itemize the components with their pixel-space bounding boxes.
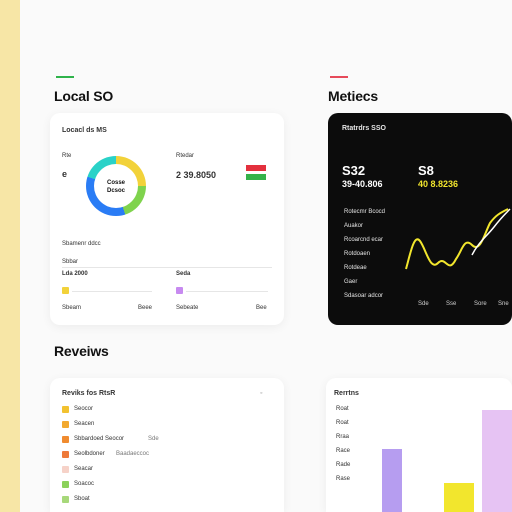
reviews-title: Reveiws	[54, 343, 109, 359]
y-label-5: Rade	[336, 462, 351, 468]
foot-right-b: Bee	[256, 305, 267, 311]
foot-right-a: Sebeate	[176, 305, 199, 311]
bar-3	[444, 483, 474, 512]
metrics-card-title: Rerrtns	[334, 390, 359, 397]
more-icon[interactable]: ◦	[260, 390, 263, 397]
review-swatch-7	[62, 496, 69, 503]
review-label-2[interactable]: Seacen	[74, 421, 95, 427]
yellow-line-chart	[405, 208, 511, 270]
y-label-1: Roat	[336, 406, 349, 412]
metrics-title: Metiecs	[328, 88, 378, 104]
donut-label-line2: Dcsoc	[106, 188, 125, 194]
trend-badge	[246, 165, 266, 183]
bar-4	[482, 410, 512, 512]
y-label-3: Rraa	[336, 434, 350, 440]
y-label-4: Race	[336, 448, 351, 454]
dark-value-b: S8	[418, 163, 434, 178]
stat-right-line	[186, 291, 268, 292]
review-extra-3: Sde	[148, 436, 159, 442]
dark-label-7: Sdasoar adcor	[344, 293, 384, 299]
local-seo-title: Local SO	[54, 88, 114, 104]
divider	[62, 267, 272, 268]
review-swatch-6	[62, 481, 69, 488]
review-label-3[interactable]: Sbbardoed Seocor	[74, 436, 125, 442]
local-left-value: e	[62, 169, 68, 179]
left-accent-strip	[0, 0, 20, 512]
y-label-6: Rase	[336, 476, 351, 482]
dark-label-2: Auakor	[344, 223, 364, 229]
dark-label-5: Rotdeae	[344, 265, 367, 271]
bar-area	[366, 410, 512, 512]
local-left-label: Rte	[62, 153, 72, 159]
stat-left-swatch	[62, 287, 69, 294]
local-row-header: Sbbar	[62, 259, 79, 265]
stat-right-label: Seda	[176, 271, 191, 277]
red-accent	[330, 76, 348, 78]
trend-badge-up	[246, 174, 266, 180]
dark-axis-4: Sne	[498, 301, 509, 307]
dark-label-4: Rotdoaen	[344, 251, 371, 257]
local-right-value: 2 39.8050	[176, 170, 217, 180]
review-label-6[interactable]: Soacoc	[74, 481, 95, 487]
review-swatch-5	[62, 466, 69, 473]
dark-value-b-sub: 40 8.8236	[418, 179, 459, 189]
y-label-2: Roat	[336, 420, 349, 426]
donut-label-line1: Cosse	[106, 180, 125, 186]
dark-card-title: Rtatrdrs SSO	[342, 125, 386, 132]
stat-left-label: Lda 2000	[62, 271, 88, 277]
review-swatch-4	[62, 451, 69, 458]
dark-label-6: Gaer	[344, 279, 358, 285]
foot-left-b: Beee	[138, 305, 153, 311]
green-accent	[56, 76, 74, 78]
dark-axis-2: Sse	[446, 301, 457, 307]
local-right-label: Rtedar	[176, 153, 195, 159]
donut-chart	[86, 156, 146, 216]
reviews-card-title: Reviks fos RtsR	[62, 390, 116, 397]
dark-axis-1: Sde	[418, 301, 429, 307]
bar-1	[382, 448, 402, 512]
review-label-5[interactable]: Seacar	[74, 466, 94, 472]
dark-label-1: Rotecmr Bcocd	[344, 209, 386, 215]
review-swatch-2	[62, 421, 69, 428]
metrics-chart-card[interactable]: Rerrtns Roat Roat Rraa Race Rade Rase	[326, 378, 512, 512]
stat-left-line	[72, 291, 152, 292]
dark-value-a-sub: 39-40.806	[342, 179, 383, 189]
dark-value-a: S32	[342, 163, 366, 178]
review-swatch-3	[62, 436, 69, 443]
white-line	[471, 208, 511, 256]
dark-label-3: Rcoarcnd ecar	[344, 237, 384, 243]
yellow-line	[405, 208, 509, 270]
local-section-label: Sbamenr ddcc	[62, 241, 101, 247]
review-label-7[interactable]: Sboat	[74, 496, 90, 502]
reviews-card[interactable]: Reviks fos RtsR ◦ Seocor Seacen Sbbardoed …	[50, 378, 284, 512]
stat-right-swatch	[176, 287, 183, 294]
foot-left-a: Sbeam	[62, 305, 82, 311]
local-seo-card[interactable]: Locacl ds MS Rte e Cosse Dcsoc Rtedar 2 …	[50, 113, 284, 325]
trend-badge-down	[246, 165, 266, 171]
review-label-4[interactable]: Seolbdoner	[74, 451, 105, 457]
review-swatch-1	[62, 406, 69, 413]
metrics-dark-card[interactable]: Rtatrdrs SSO S32 39-40.806 S8 40 8.8236 …	[328, 113, 512, 325]
local-card-title: Locacl ds MS	[62, 127, 107, 134]
review-label-1[interactable]: Seocor	[74, 406, 94, 412]
review-extra-4: Baadaeccoc	[116, 451, 150, 457]
dark-axis-3: Sore	[474, 301, 487, 307]
